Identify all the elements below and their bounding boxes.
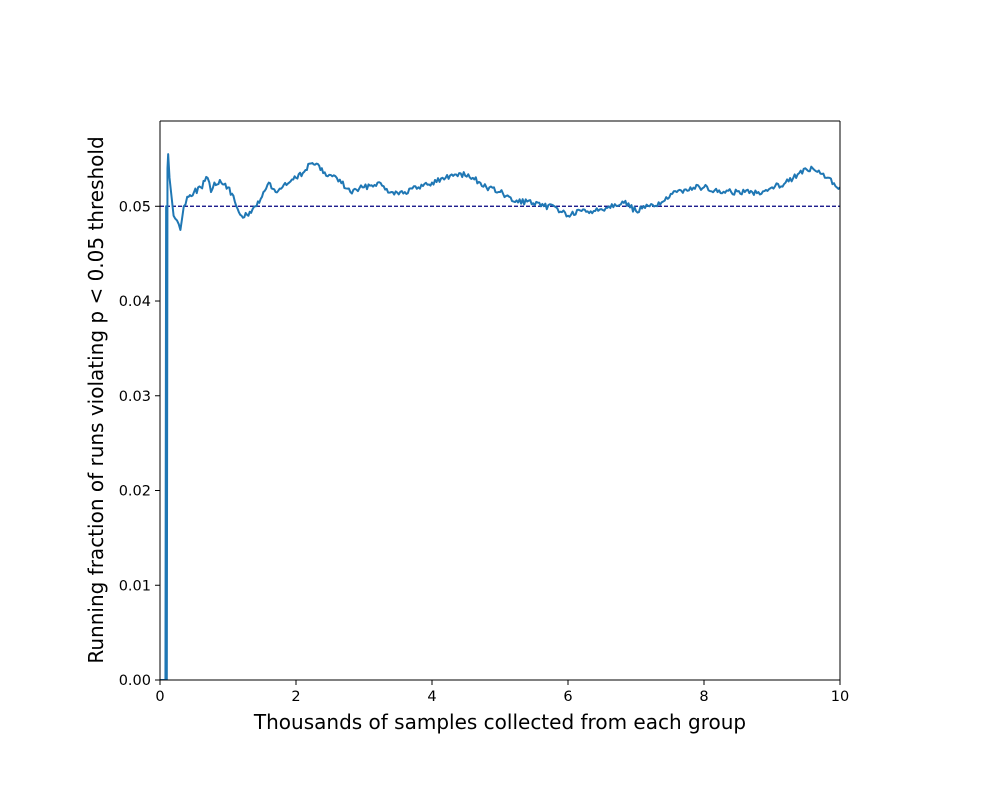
y-tick-label: 0.03 bbox=[119, 389, 151, 405]
y-axis-label: Running fraction of runs violating p < 0… bbox=[84, 136, 108, 663]
x-tick-label: 2 bbox=[291, 689, 300, 705]
x-tick-label: 6 bbox=[563, 689, 572, 705]
y-tick-label: 0.04 bbox=[119, 294, 151, 310]
y-tick-label: 0.01 bbox=[119, 578, 151, 594]
x-tick-label: 4 bbox=[427, 689, 436, 705]
x-axis-label: Thousands of samples collected from each… bbox=[253, 710, 746, 734]
y-tick-label: 0.05 bbox=[119, 199, 151, 215]
x-tick-label: 10 bbox=[831, 689, 849, 705]
plot-area: 0 2 4 6 8 10 0.00 0.01 0.02 0.03 0.04 0.05 bbox=[119, 120, 849, 705]
x-tick-label: 8 bbox=[699, 689, 708, 705]
y-tick-label: 0.00 bbox=[119, 673, 151, 689]
x-tick-label: 0 bbox=[155, 689, 164, 705]
y-tick-label: 0.02 bbox=[119, 484, 151, 500]
series-line-0 bbox=[160, 153, 840, 680]
